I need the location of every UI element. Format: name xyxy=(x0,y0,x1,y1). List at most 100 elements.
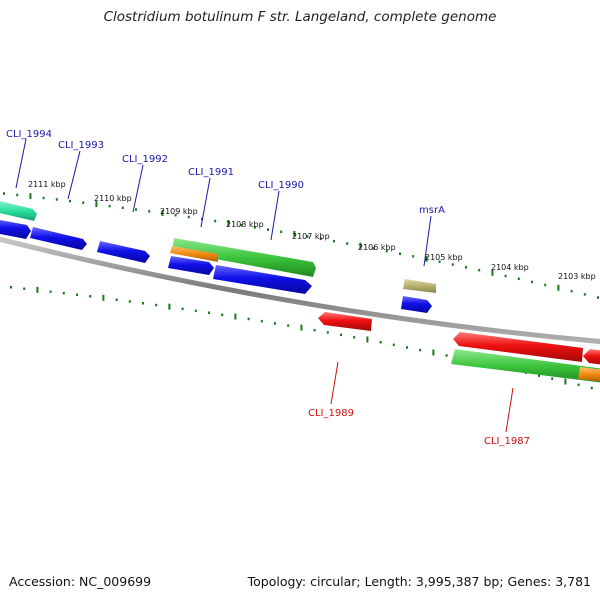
scale-tick xyxy=(108,204,111,208)
scale-tick xyxy=(29,193,32,200)
scale-tick xyxy=(174,213,177,217)
scale-tick xyxy=(10,286,12,289)
leader-line xyxy=(505,387,514,433)
scale-tick xyxy=(306,235,309,238)
scale-tick xyxy=(181,307,184,311)
scale-tick xyxy=(155,303,158,307)
leader-line xyxy=(15,138,27,189)
leader-line xyxy=(270,190,280,241)
upper-scale-ticks xyxy=(3,192,599,299)
scale-tick xyxy=(95,201,98,208)
scale-tick xyxy=(168,303,171,310)
reverse-features xyxy=(318,312,600,383)
leader-line xyxy=(330,361,339,405)
scale-tick xyxy=(319,237,322,240)
scale-tick xyxy=(412,255,415,258)
scale-tick xyxy=(340,333,342,337)
scale-tick xyxy=(451,263,454,266)
scale-tick xyxy=(23,287,26,290)
scale-tick xyxy=(419,348,422,352)
scale-tick xyxy=(372,247,375,250)
gene-feature-teal xyxy=(0,201,37,221)
scale-label: 2104 kbp xyxy=(491,263,529,272)
leader-line xyxy=(67,150,81,200)
cds-arrow-forward xyxy=(401,296,432,313)
scale-tick xyxy=(491,269,494,276)
scale-tick xyxy=(187,215,190,219)
scale-tick xyxy=(221,313,224,317)
scale-tick xyxy=(406,346,408,349)
forward-features xyxy=(0,201,436,313)
scale-tick xyxy=(274,322,276,325)
scale-tick xyxy=(392,343,395,347)
scale-tick xyxy=(583,293,586,296)
scale-tick xyxy=(504,274,507,278)
gene-label-forward: msrA xyxy=(419,205,445,216)
scale-tick xyxy=(385,249,388,253)
scale-tick xyxy=(293,230,296,237)
scale-tick xyxy=(465,266,467,269)
gene-label-reverse: CLI_1987 xyxy=(484,436,530,447)
cds-arrow-reverse xyxy=(318,312,372,331)
scale-tick xyxy=(557,284,560,291)
scale-tick xyxy=(102,294,105,301)
scale-tick xyxy=(82,201,85,204)
scale-tick xyxy=(69,199,71,203)
scale-tick xyxy=(42,196,45,200)
scale-label: 2111 kbp xyxy=(28,180,66,189)
scale-label: 2105 kbp xyxy=(425,253,463,262)
scale-tick xyxy=(300,324,303,331)
gene-labels: CLI_1994 CLI_1993 CLI_1992 CLI_1991 CLI_… xyxy=(6,129,530,447)
gene-label-forward: CLI_1992 xyxy=(122,154,168,165)
gene-label-forward: CLI_1994 xyxy=(6,129,52,140)
cds-arrow-forward xyxy=(97,241,150,263)
scale-tick xyxy=(16,193,19,197)
leader-line xyxy=(423,215,432,267)
scale-tick xyxy=(227,219,230,226)
label-leaders xyxy=(15,138,514,433)
map-title: Clostridium botulinum F str. Langeland, … xyxy=(103,9,497,25)
scale-tick xyxy=(544,283,547,287)
scale-tick xyxy=(135,208,137,211)
scale-tick xyxy=(240,224,243,227)
scale-tick xyxy=(280,230,283,234)
scale-tick xyxy=(597,296,599,299)
gene-label-forward: CLI_1993 xyxy=(58,140,104,151)
scale-tick xyxy=(121,206,124,209)
scale-tick xyxy=(287,324,290,327)
scale-tick xyxy=(76,293,78,296)
scale-tick xyxy=(194,309,197,313)
gene-feature-khaki xyxy=(403,279,436,293)
cds-arrow-reverse xyxy=(453,332,583,362)
scale-label: 2107 kbp xyxy=(292,232,330,241)
scale-tick xyxy=(570,289,573,293)
scale-tick xyxy=(432,349,435,356)
cds-arrow-forward xyxy=(213,265,312,294)
scale-tick xyxy=(313,328,316,332)
scale-labels: 2111 kbp 2110 kbp 2109 kbp 2108 kbp 2107… xyxy=(28,180,596,281)
scale-tick xyxy=(260,319,263,323)
scale-tick xyxy=(359,242,362,249)
scale-tick xyxy=(333,239,335,243)
gene-feature-green xyxy=(451,349,600,383)
scale-tick xyxy=(531,280,533,284)
genome-backbone xyxy=(0,236,600,345)
scale-tick xyxy=(538,374,540,377)
scale-tick xyxy=(551,377,554,380)
scale-tick xyxy=(3,192,5,195)
cds-arrow-forward xyxy=(30,227,87,250)
scale-label: 2108 kbp xyxy=(226,220,264,229)
gene-label-forward: CLI_1991 xyxy=(188,167,234,178)
scale-tick xyxy=(115,298,118,301)
scale-tick xyxy=(234,313,237,320)
gene-feature-green xyxy=(172,238,316,277)
scale-tick xyxy=(326,331,329,334)
scale-tick xyxy=(148,210,151,213)
gene-label-reverse: CLI_1989 xyxy=(308,408,354,419)
cds-arrow-reverse xyxy=(583,349,600,365)
scale-tick xyxy=(214,219,217,223)
scale-tick xyxy=(267,228,269,231)
scale-tick xyxy=(445,354,448,357)
genome-stats-text: Topology: circular; Length: 3,995,387 bp… xyxy=(247,574,591,589)
